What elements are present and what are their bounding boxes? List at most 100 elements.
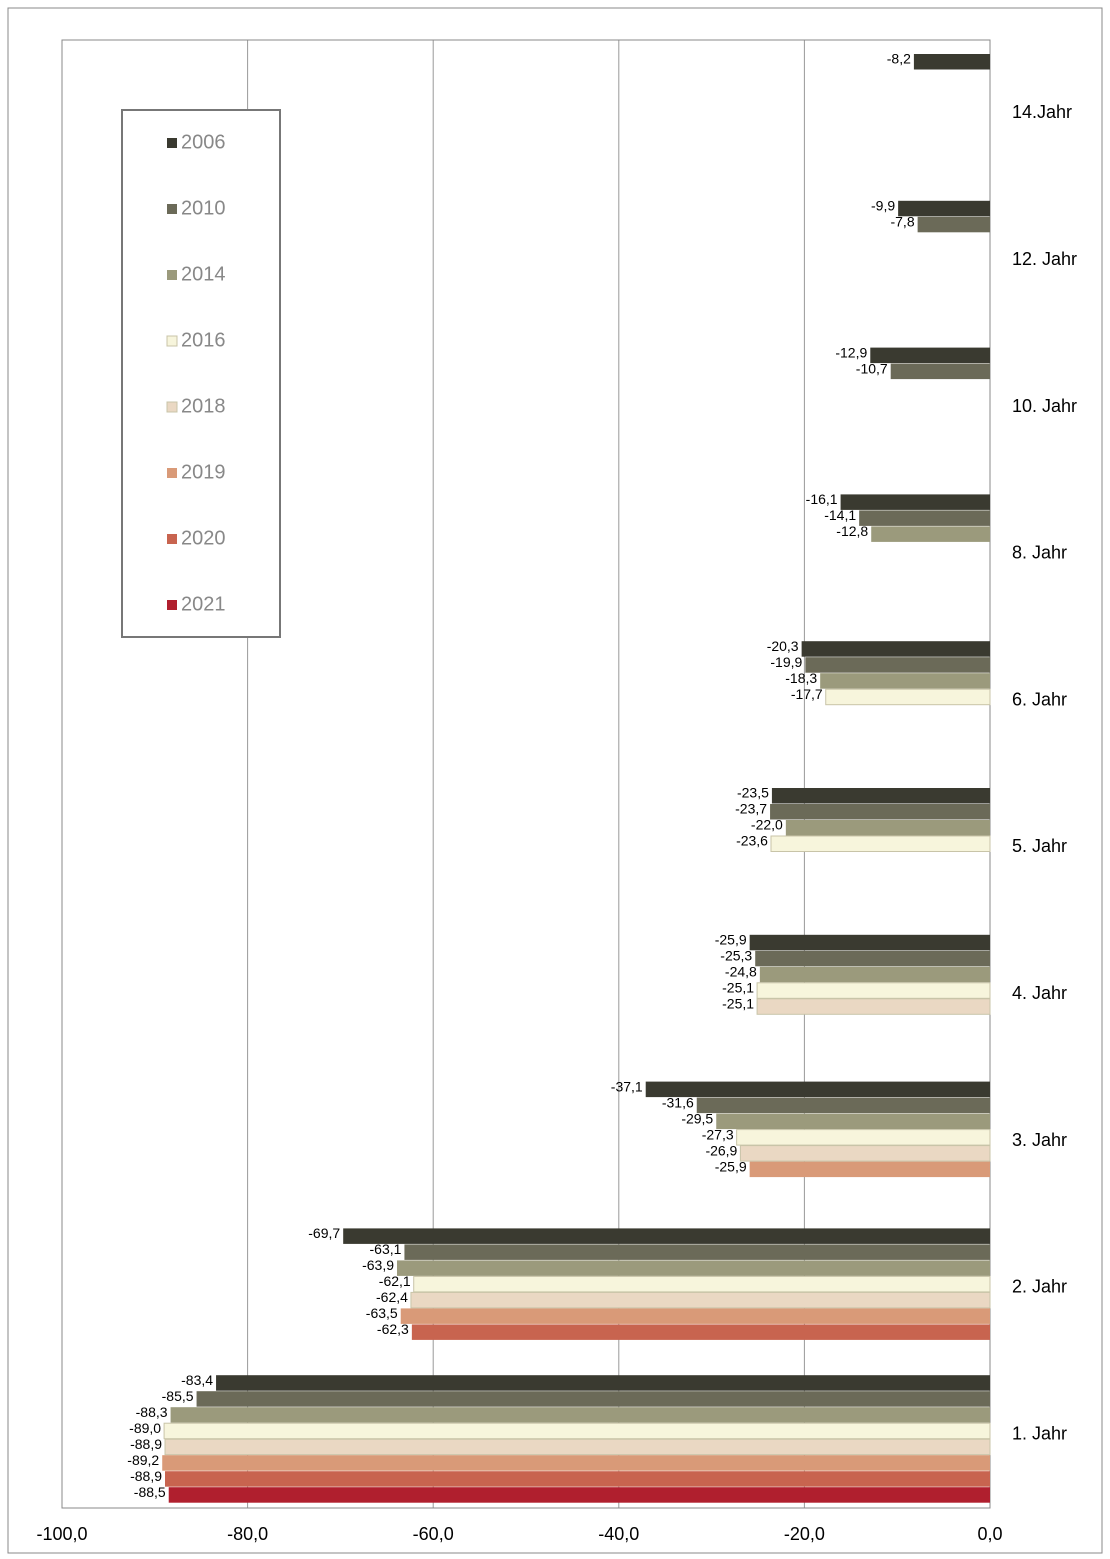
category-label: 12. Jahr [1012,249,1077,269]
bar [840,494,990,510]
legend-label: 2018 [181,395,226,417]
bar [917,216,990,233]
bar [196,1391,990,1407]
value-label: -89,0 [129,1420,161,1436]
bar [165,1471,990,1487]
bar [820,673,990,689]
bar [801,641,990,657]
value-label: -69,7 [308,1225,340,1241]
bar [755,950,990,967]
value-label: -16,1 [806,491,838,507]
value-label: -12,9 [835,344,867,360]
bar [736,1129,991,1146]
bar [871,526,990,542]
bar [756,982,991,999]
bar [749,934,990,951]
value-label: -18,3 [785,670,817,686]
legend-swatch [167,270,177,280]
x-tick-label: -80,0 [227,1524,268,1544]
x-tick-label: -20,0 [784,1524,825,1544]
value-label: -20,3 [767,638,799,654]
bar [785,820,990,836]
legend-swatch [167,204,177,214]
bar [397,1260,990,1276]
value-label: -89,2 [127,1452,159,1468]
value-label: -37,1 [611,1078,643,1094]
bar [170,1407,991,1423]
value-label: -62,3 [377,1321,409,1337]
bar [771,788,990,804]
bar [749,1161,990,1178]
category-label: 10. Jahr [1012,396,1077,416]
bar [164,1438,991,1456]
value-label: -63,1 [370,1241,402,1257]
category-label: 1. Jahr [1012,1423,1067,1443]
value-label: -25,3 [720,948,752,964]
category-label: 5. Jahr [1012,836,1067,856]
value-label: -7,8 [890,214,914,230]
bar [168,1487,991,1503]
value-label: -22,0 [751,817,783,833]
bar [770,804,990,820]
bar [696,1097,990,1114]
legend-swatch [167,138,177,148]
value-label: -25,1 [722,996,754,1012]
value-label: -88,9 [130,1436,162,1452]
bar [890,363,990,380]
category-label: 2. Jahr [1012,1277,1067,1297]
legend-label: 2010 [181,197,226,219]
legend-swatch [167,600,177,610]
value-label: -27,3 [702,1126,734,1142]
legend-swatch [167,468,177,478]
bar [413,1275,991,1293]
value-label: -9,9 [871,198,895,214]
value-label: -19,9 [770,654,802,670]
bar [645,1081,990,1098]
bar [216,1375,991,1391]
value-label: -24,8 [725,964,757,980]
value-label: -62,4 [376,1289,408,1305]
bar [825,688,991,706]
legend-box [121,109,281,638]
value-label: -63,5 [366,1305,398,1321]
bar [404,1244,990,1260]
plot-border [61,39,991,1509]
value-label: -25,9 [715,1158,747,1174]
value-label: -88,3 [136,1404,168,1420]
value-label: -17,7 [791,686,823,702]
legend-label: 2016 [181,329,226,351]
bar [343,1228,991,1244]
legend-swatch [166,401,178,413]
value-label: -25,1 [722,980,754,996]
bar [898,200,990,217]
legend-swatch [167,534,177,544]
legend-label: 2014 [181,263,226,285]
value-label: -31,6 [662,1094,694,1110]
chart-border [7,7,1103,1554]
bar [162,1455,990,1471]
bar [759,966,990,983]
value-label: -23,5 [737,785,769,801]
value-label: -88,9 [130,1468,162,1484]
category-label: 4. Jahr [1012,983,1067,1003]
legend-label: 2020 [181,527,226,549]
value-label: -23,6 [736,833,768,849]
bar [400,1308,991,1324]
x-tick-label: 0,0 [977,1524,1002,1544]
bar [770,835,991,852]
bar [411,1324,991,1340]
value-label: -29,5 [681,1110,713,1126]
value-label: -62,1 [379,1273,411,1289]
legend-swatch [166,335,178,347]
bar [410,1291,991,1309]
value-label: -12,8 [836,523,868,539]
x-tick-label: -100,0 [36,1524,87,1544]
bar [756,998,991,1015]
bar [913,54,990,70]
bar [859,510,990,526]
legend-label: 2019 [181,461,226,483]
bar [716,1113,990,1130]
value-label: -83,4 [181,1372,213,1388]
value-label: -63,9 [362,1257,394,1273]
